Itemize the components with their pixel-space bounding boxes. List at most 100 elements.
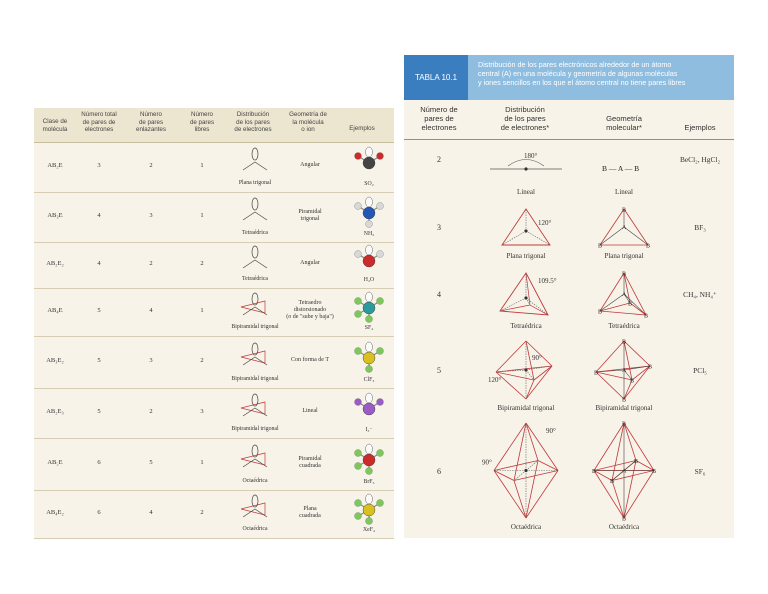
- electron-pair-count: 6: [437, 466, 441, 476]
- geometry-label: Bipiramidal trigonal: [595, 404, 653, 412]
- cell-libres: 1: [200, 212, 204, 219]
- lone-pair-lobe: [365, 392, 373, 404]
- table-row: AB₄E 5 4 1 Bipiramidal trigonal Tetraedro dist…: [34, 288, 394, 337]
- distribution-label: Tetraédrica: [510, 322, 542, 330]
- examples: SF₆: [694, 466, 706, 476]
- header-geometria: Geometría de la molécula o ion: [289, 111, 327, 133]
- header-distribucion: Distribución de los pares de electrones: [234, 111, 272, 133]
- bond-line: [623, 460, 637, 471]
- angle-label: 109.5°: [538, 277, 557, 285]
- polyhedron-edge: [525, 340, 535, 381]
- polyhedron-edge: [495, 365, 553, 373]
- atom-label-b: B: [598, 244, 602, 250]
- distribution-label: Octaédrica: [242, 478, 268, 484]
- cell-total: 5: [97, 408, 101, 415]
- bond-line: [525, 369, 535, 381]
- bond-line: [242, 306, 256, 316]
- bond-line: [623, 226, 649, 246]
- polyhedron-edge: [599, 302, 631, 312]
- polyhedron-edge: [593, 422, 625, 471]
- bond-line: [242, 458, 256, 468]
- ligand-atom: [376, 152, 384, 160]
- polyhedron-edge: [623, 422, 655, 471]
- cell-libres: 1: [200, 307, 204, 314]
- geometry-diagram: B B B A: [598, 208, 650, 250]
- polyhedron-edge: [623, 422, 637, 461]
- polyhedron-edge: [525, 460, 539, 519]
- polyhedron-edge: [513, 470, 559, 481]
- central-atom-dot: [524, 296, 528, 300]
- angle-label-2: 90°: [482, 459, 492, 467]
- geometry-line: Plana: [303, 505, 317, 512]
- cell-enlazantes: 4: [149, 509, 153, 516]
- lone-pair-lobe: [365, 443, 373, 455]
- geometry-label: Octaédrica: [608, 523, 640, 531]
- polyhedron-edge: [611, 422, 625, 481]
- cell-enlazantes: 4: [149, 307, 153, 314]
- bond-line: [623, 365, 651, 371]
- distribution-label: Plana trigonal: [238, 180, 272, 186]
- distribution-diagram: [240, 494, 268, 518]
- bond-line: [595, 369, 625, 373]
- geometry-name: Piramidal cuadrada: [284, 456, 336, 470]
- rheader-ejemplos: Ejemplos: [684, 123, 716, 132]
- cell-clase: AB₂E₃: [46, 408, 64, 415]
- distribution-label: Tetraédrica: [242, 230, 268, 236]
- molecule-model: [354, 146, 384, 170]
- geometry-line: cuadrada: [299, 462, 321, 469]
- central-atom: [362, 351, 376, 365]
- table-row: AB₂E 3 2 1 Plana trigonal Angular SO₂: [34, 142, 394, 193]
- bond-line: [242, 161, 256, 171]
- ligand-atom: [354, 449, 362, 457]
- lone-pair-lobe: [251, 147, 259, 161]
- ligand-atom: [365, 517, 373, 525]
- example-formula: BrF₅: [363, 479, 375, 485]
- central-atom-dot: [524, 167, 528, 171]
- distribution-diagram: [240, 444, 268, 468]
- cell-clase: AB₃E: [47, 212, 63, 219]
- atom-label-b: B: [622, 272, 626, 278]
- atom-label-b: B: [652, 469, 656, 475]
- polyhedron-edge: [525, 379, 535, 400]
- bond-line: [254, 356, 268, 366]
- lone-pair-lobe: [365, 291, 373, 303]
- ligand-atom: [354, 499, 362, 507]
- cell-libres: 2: [200, 260, 204, 267]
- atom-label-b: B: [622, 340, 626, 346]
- cell-enlazantes: 3: [149, 357, 153, 364]
- table-caption: Distribución de los pares electrónicos a…: [468, 55, 734, 100]
- distribution-diagram: [242, 197, 268, 221]
- polyhedron-edge: [525, 365, 553, 400]
- atom-label-b: B: [646, 244, 650, 250]
- polyhedron-edge: [599, 208, 625, 246]
- table-row: AB₄E₂ 6 4 2 Octaédrica Plana cuadrada XeF₄: [34, 490, 394, 539]
- polyhedron-outline: [499, 272, 549, 316]
- angle-label: 90°: [532, 354, 542, 362]
- bond-line: [525, 460, 539, 471]
- example-formula: NH₃: [363, 231, 375, 237]
- angle-label: 90°: [546, 427, 556, 435]
- polyhedron-edge: [525, 340, 553, 367]
- header-libres: Número de pares libres: [189, 111, 215, 133]
- geometry-name: Lineal: [284, 408, 336, 415]
- polyhedron-edge: [611, 480, 625, 519]
- polyhedron-edge: [623, 460, 637, 519]
- polyhedron-edge: [623, 272, 631, 304]
- bond-line: [254, 211, 268, 221]
- ligand-atom: [354, 152, 362, 160]
- polyhedron-edge: [513, 422, 527, 481]
- geometry-name: Piramidal trigonal: [284, 209, 336, 223]
- example-formula: XeF₄: [362, 527, 375, 533]
- central-atom: [362, 503, 376, 517]
- molecule-model: [354, 196, 384, 228]
- atom-label-b: B: [622, 517, 626, 523]
- rheader-numero: Número de pares de electrones: [420, 105, 458, 132]
- polyhedron-edge: [623, 208, 649, 246]
- polyhedron-edge: [623, 365, 651, 400]
- geometry-line: Con forma de T: [290, 357, 330, 363]
- polyhedron-edge: [495, 371, 527, 400]
- atom-label-a: A: [622, 292, 627, 298]
- cell-enlazantes: 3: [149, 212, 153, 219]
- distribution-diagram: [240, 393, 268, 417]
- central-atom-dot: [524, 468, 528, 473]
